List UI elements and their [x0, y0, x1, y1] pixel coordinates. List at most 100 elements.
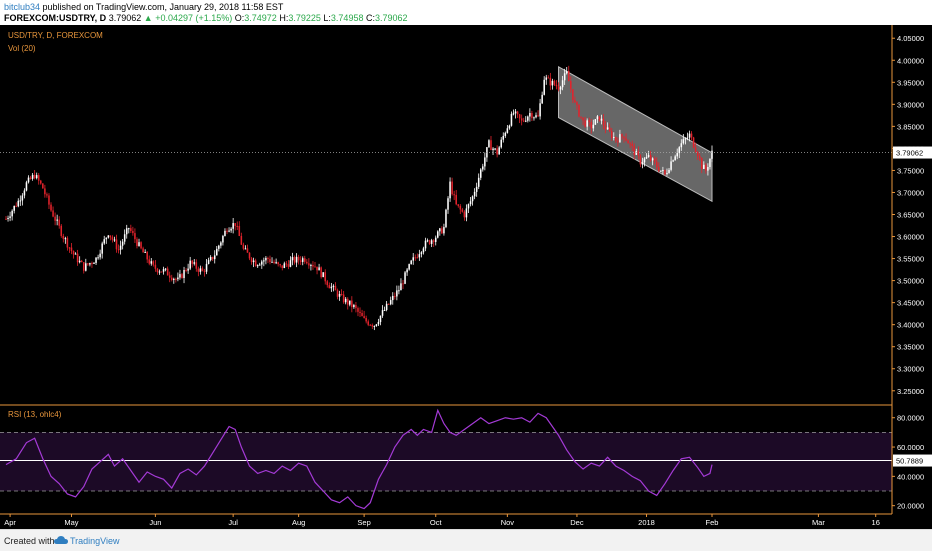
candle-body: [15, 205, 18, 207]
candle-body: [316, 266, 318, 271]
price-tick-label: 3.55000: [897, 255, 924, 264]
price-tick-label: 3.75000: [897, 166, 924, 175]
candle-body: [142, 248, 144, 253]
candle-body: [416, 257, 419, 259]
low-value: 3.74958: [330, 13, 364, 23]
candle-body: [410, 260, 412, 265]
candle-body: [430, 240, 433, 244]
candle-body: [660, 170, 662, 172]
publish-line: bitclub34 published on TradingView.com, …: [4, 1, 283, 13]
candle-body: [132, 230, 134, 234]
candle-body: [187, 268, 189, 271]
candle-body: [449, 181, 451, 199]
open-value: 3.74972: [244, 13, 277, 23]
candle-body: [211, 256, 214, 260]
symbol-label: FOREXCOM:USDTRY, D: [4, 13, 107, 23]
candle-body: [173, 278, 175, 280]
candle-body: [496, 148, 498, 155]
candle-body: [64, 238, 67, 240]
chart-svg[interactable]: 4.050004.000003.950003.900003.850003.800…: [0, 25, 932, 529]
candle-body: [396, 290, 398, 297]
candle-body: [103, 239, 106, 244]
candle-body: [72, 250, 75, 255]
candle-body: [377, 322, 380, 325]
candle-body: [709, 158, 711, 168]
candle-body: [555, 84, 558, 87]
candle-body: [351, 300, 353, 308]
author-link[interactable]: bitclub34: [4, 2, 41, 12]
candle-body: [592, 124, 595, 129]
candle-body: [443, 227, 445, 234]
candle-body: [287, 264, 290, 267]
candle-body: [50, 204, 52, 211]
candle-body: [668, 169, 670, 173]
candle-body: [584, 120, 586, 127]
candle-body: [166, 268, 169, 276]
rsi-indicator: [0, 408, 892, 510]
candle-body: [267, 257, 269, 259]
axes: 4.050004.000003.950003.900003.850003.800…: [0, 25, 932, 527]
pair-label: USD/TRY, D, FOREXCOM: [8, 31, 103, 40]
candle-body: [152, 261, 155, 265]
candle-body: [508, 125, 511, 129]
x-tick-label: Oct: [430, 518, 443, 527]
candle-body: [432, 240, 435, 242]
candle-body: [76, 253, 79, 263]
candle-body: [306, 261, 308, 264]
candle-body: [33, 174, 36, 179]
candle-body: [25, 182, 28, 191]
candle-body: [655, 161, 658, 168]
candle-body: [516, 111, 519, 115]
x-tick-label: Feb: [706, 518, 719, 527]
candle-body: [463, 211, 466, 218]
candle-body: [195, 262, 198, 269]
candle-body: [506, 128, 509, 133]
chart-area[interactable]: 4.050004.000003.950003.900003.850003.800…: [0, 25, 932, 529]
candle-body: [353, 304, 355, 308]
candle-body: [551, 80, 554, 86]
candle-body: [179, 274, 181, 278]
candle-body: [445, 209, 447, 228]
candle-body: [256, 265, 259, 267]
candle-body: [692, 137, 695, 148]
candle-body: [301, 258, 304, 262]
candle-body: [224, 230, 226, 236]
candle-body: [289, 260, 292, 267]
candle-body: [156, 268, 159, 273]
candle-body: [674, 156, 676, 161]
candle-body: [236, 225, 239, 227]
x-tick-label: Aug: [292, 518, 305, 527]
candle-body: [263, 260, 265, 262]
candle-body: [391, 295, 394, 301]
candle-body: [543, 79, 545, 95]
candle-body: [269, 258, 271, 262]
candle-body: [23, 190, 26, 196]
candle-body: [203, 270, 206, 272]
candle-body: [645, 157, 648, 159]
candle-body: [574, 99, 576, 103]
candle-body: [136, 239, 138, 246]
candle-body: [455, 194, 457, 205]
price-tick-label: 3.25000: [897, 387, 924, 396]
candle-body: [504, 132, 507, 136]
candle-body: [635, 151, 638, 155]
candle-body: [125, 228, 128, 235]
candle-body: [130, 228, 132, 231]
tradingview-brand[interactable]: TradingView: [70, 536, 120, 546]
candle-body: [277, 262, 279, 265]
candle-body: [664, 170, 666, 175]
rsi-tick-label: 20.0000: [897, 502, 924, 511]
x-tick-label: May: [64, 518, 78, 527]
candle-body: [666, 172, 668, 175]
candle-body: [29, 177, 32, 179]
candle-body: [625, 138, 627, 141]
candle-body: [207, 260, 210, 264]
candle-body: [109, 235, 112, 238]
x-tick-label: 16: [872, 518, 880, 527]
rsi-value-badge: [893, 454, 932, 467]
candle-body: [46, 194, 48, 196]
price-tick-label: 3.60000: [897, 233, 924, 242]
candle-body: [400, 283, 402, 291]
candle-body: [451, 181, 453, 195]
candle-body: [252, 260, 255, 263]
